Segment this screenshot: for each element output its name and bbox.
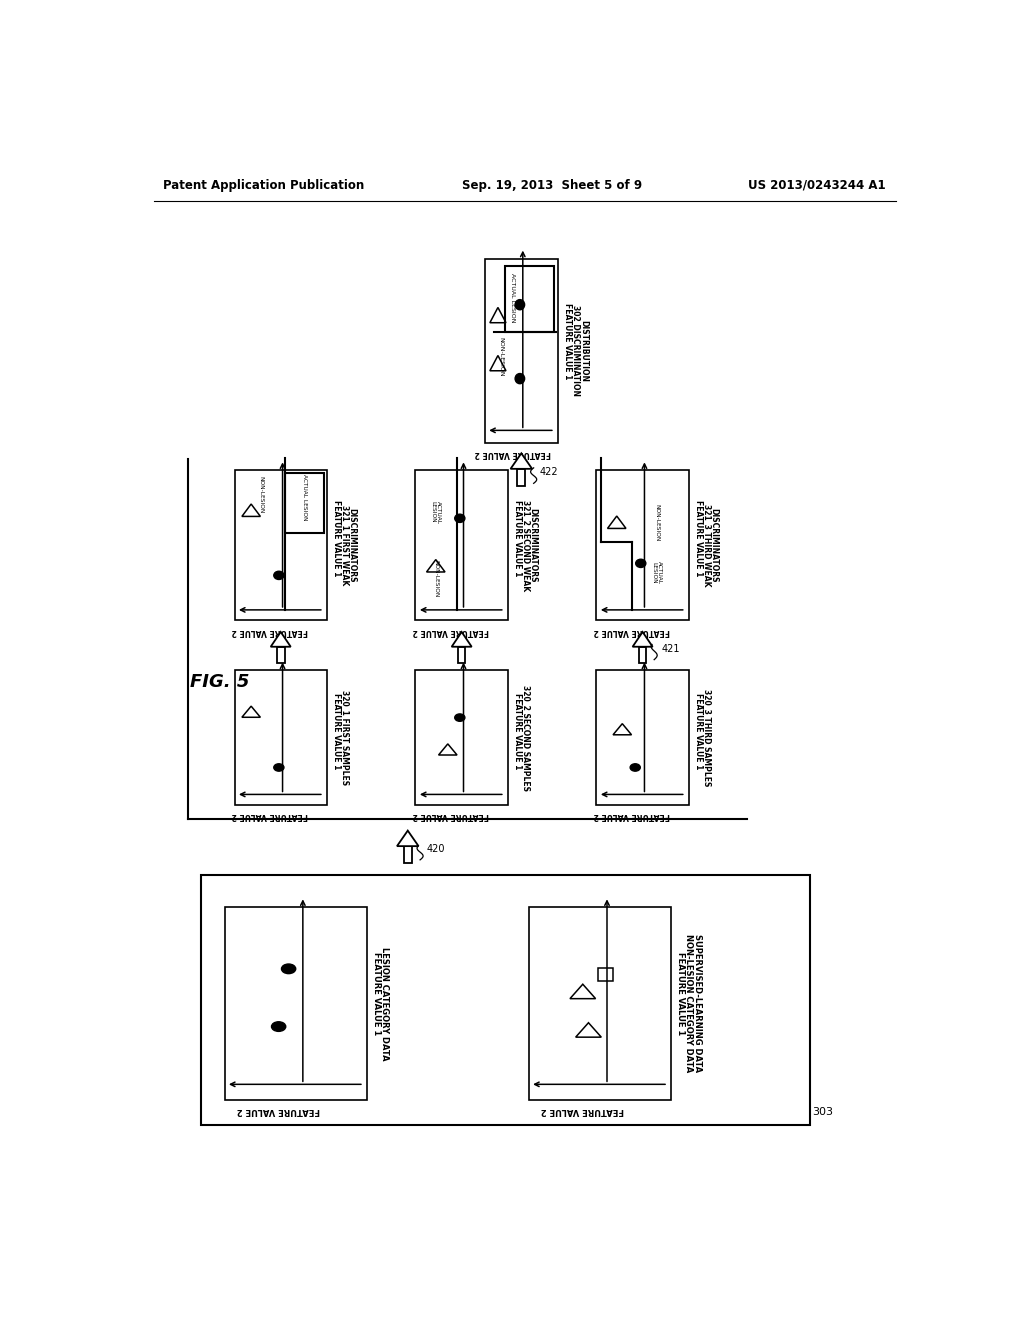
Polygon shape <box>270 632 291 647</box>
Bar <box>416 470 508 620</box>
Bar <box>596 470 689 620</box>
Text: FEATURE VALUE 2: FEATURE VALUE 2 <box>541 1106 625 1115</box>
Text: Patent Application Publication: Patent Application Publication <box>163 178 365 191</box>
Bar <box>286 474 325 533</box>
Text: ACTUAL
LESION: ACTUAL LESION <box>651 561 662 583</box>
Text: FEATURE VALUE 2: FEATURE VALUE 2 <box>593 812 670 820</box>
Text: SUPERVISED-LEARNING DATA: SUPERVISED-LEARNING DATA <box>692 935 701 1073</box>
Text: NON-LESION: NON-LESION <box>499 337 504 376</box>
Bar <box>598 969 612 981</box>
Text: 303: 303 <box>812 1107 833 1117</box>
Text: NON-LESION CATEGORY DATA: NON-LESION CATEGORY DATA <box>684 935 693 1073</box>
Text: FEATURE VALUE 2: FEATURE VALUE 2 <box>413 812 488 820</box>
Text: 321_3 THIRD WEAK: 321_3 THIRD WEAK <box>701 504 711 586</box>
Text: 320_3 THIRD SAMPLES: 320_3 THIRD SAMPLES <box>701 689 711 787</box>
Text: DISCRIMINATORS: DISCRIMINATORS <box>710 508 719 582</box>
Text: FEATURE VALUE 2: FEATURE VALUE 2 <box>231 812 308 820</box>
Bar <box>596 671 689 805</box>
Text: FEATURE VALUE 2: FEATURE VALUE 2 <box>474 449 551 458</box>
Text: NON-LESION: NON-LESION <box>654 504 659 541</box>
Text: NON-LESION: NON-LESION <box>433 560 438 597</box>
Text: FEATURE VALUE 1: FEATURE VALUE 1 <box>513 693 522 770</box>
Text: 320_2 SECOND SAMPLES: 320_2 SECOND SAMPLES <box>521 685 530 791</box>
Text: 321_1 FIRST WEAK: 321_1 FIRST WEAK <box>340 506 349 586</box>
Ellipse shape <box>515 374 524 384</box>
Ellipse shape <box>273 764 284 771</box>
Bar <box>403 846 412 863</box>
Text: ACTUAL LESION: ACTUAL LESION <box>510 272 515 322</box>
Text: FEATURE VALUE 1: FEATURE VALUE 1 <box>677 952 685 1035</box>
Text: FIG. 5: FIG. 5 <box>189 673 249 690</box>
Text: DISCRIMINATORS: DISCRIMINATORS <box>348 508 356 582</box>
Polygon shape <box>397 830 419 846</box>
Text: FEATURE VALUE 1: FEATURE VALUE 1 <box>563 304 572 380</box>
Text: FEATURE VALUE 1: FEATURE VALUE 1 <box>694 693 703 770</box>
Bar <box>234 671 327 805</box>
Ellipse shape <box>630 764 640 771</box>
Bar <box>276 647 285 663</box>
Text: 420: 420 <box>426 843 444 854</box>
Ellipse shape <box>455 515 465 523</box>
Bar <box>224 907 367 1100</box>
Bar <box>202 874 810 1125</box>
Text: FEATURE VALUE 2: FEATURE VALUE 2 <box>237 1106 321 1115</box>
Text: FEATURE VALUE 2: FEATURE VALUE 2 <box>413 627 488 635</box>
Text: FEATURE VALUE 1: FEATURE VALUE 1 <box>373 952 381 1035</box>
Ellipse shape <box>273 572 284 579</box>
Bar <box>505 265 554 333</box>
Text: 422: 422 <box>540 467 558 477</box>
Text: ACTUAL
LESION: ACTUAL LESION <box>430 500 441 524</box>
Ellipse shape <box>271 1022 286 1031</box>
Polygon shape <box>452 632 472 647</box>
Text: 421: 421 <box>662 644 680 653</box>
Text: Sep. 19, 2013  Sheet 5 of 9: Sep. 19, 2013 Sheet 5 of 9 <box>462 178 642 191</box>
Bar <box>517 469 525 486</box>
Text: FEATURE VALUE 1: FEATURE VALUE 1 <box>333 500 341 576</box>
Text: LESION CATEGORY DATA: LESION CATEGORY DATA <box>380 946 389 1060</box>
Polygon shape <box>633 632 652 647</box>
Bar <box>234 470 327 620</box>
Text: FEATURE VALUE 2: FEATURE VALUE 2 <box>593 627 670 635</box>
Ellipse shape <box>636 560 646 568</box>
Text: 302 DISCRIMINATION: 302 DISCRIMINATION <box>571 305 580 396</box>
Text: DISCRIMINATORS: DISCRIMINATORS <box>528 508 538 582</box>
Bar <box>484 259 558 444</box>
Text: NON-LESION: NON-LESION <box>258 475 263 513</box>
Text: ACTUAL LESION: ACTUAL LESION <box>302 474 307 520</box>
Text: 321_2 SECOND WEAK: 321_2 SECOND WEAK <box>521 500 530 591</box>
Text: FEATURE VALUE 1: FEATURE VALUE 1 <box>694 500 703 576</box>
Text: FEATURE VALUE 1: FEATURE VALUE 1 <box>333 693 341 770</box>
Text: US 2013/0243244 A1: US 2013/0243244 A1 <box>748 178 885 191</box>
Polygon shape <box>511 453 532 469</box>
Ellipse shape <box>455 714 465 721</box>
Text: DISTRIBUTION: DISTRIBUTION <box>580 319 589 381</box>
Bar <box>528 907 671 1100</box>
Ellipse shape <box>282 964 296 974</box>
Ellipse shape <box>515 300 524 310</box>
Bar <box>458 647 466 663</box>
Text: 320_1 FIRST SAMPLES: 320_1 FIRST SAMPLES <box>340 690 349 785</box>
Bar <box>639 647 646 663</box>
Text: FEATURE VALUE 1: FEATURE VALUE 1 <box>513 500 522 576</box>
Text: FEATURE VALUE 2: FEATURE VALUE 2 <box>231 627 308 635</box>
Bar <box>416 671 508 805</box>
